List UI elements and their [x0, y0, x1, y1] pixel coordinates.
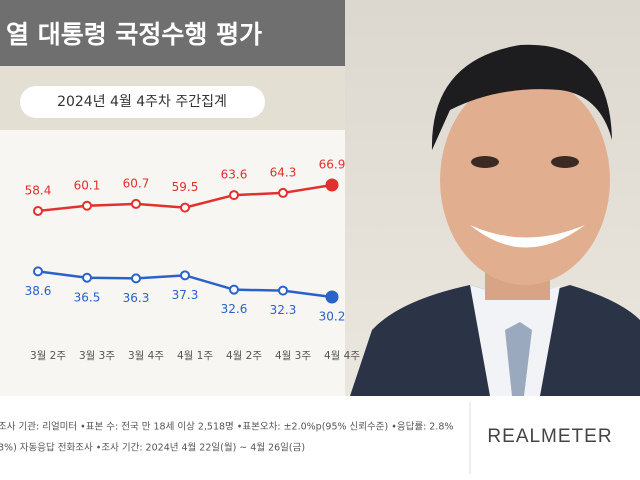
x-tick-label: 3월 2주 [30, 350, 66, 362]
value-label: 66.9 [319, 158, 346, 172]
point [131, 273, 141, 284]
point [33, 266, 43, 277]
value-label: 37.3 [172, 288, 199, 302]
point [131, 198, 141, 209]
footnote: 3%) 자동응답 전화조사 •조사 기간: 2024년 4월 22일(월) ~ … [0, 442, 305, 454]
point [33, 205, 43, 216]
chart-subtitle: 2024년 4월 4주차 주간집계 [57, 94, 227, 110]
value-label: 36.3 [123, 291, 150, 305]
value-label: 36.5 [74, 290, 101, 304]
value-label: 32.6 [221, 302, 248, 316]
point [278, 285, 288, 296]
x-tick-label: 4월 1주 [177, 350, 213, 362]
point [325, 290, 339, 304]
value-label: 38.6 [25, 284, 52, 298]
photo [345, 0, 640, 396]
value-label: 63.6 [221, 168, 248, 182]
point [180, 202, 190, 213]
x-tick-label: 3월 4주 [128, 350, 164, 362]
value-label: 60.7 [123, 176, 150, 190]
value-label: 58.4 [25, 183, 52, 197]
point [229, 190, 239, 201]
value-label: 59.5 [172, 180, 199, 194]
x-tick-label: 3월 3주 [79, 350, 115, 362]
x-tick-label: 4월 3주 [275, 350, 311, 362]
footer [0, 396, 640, 480]
subtitle-pill [20, 86, 265, 118]
value-label: 60.1 [74, 178, 101, 192]
point [229, 284, 239, 295]
logo: REALMETER [487, 426, 612, 447]
point [325, 178, 339, 192]
value-label: 30.2 [319, 310, 346, 324]
value-label: 64.3 [270, 165, 297, 179]
point [82, 272, 92, 283]
x-tick-label: 4월 4주 [324, 350, 360, 362]
chart-title: 열 대통령 국정수행 평가 [6, 20, 262, 49]
x-tick-label: 4월 2주 [226, 350, 262, 362]
value-label: 32.3 [270, 303, 297, 317]
plot-area [0, 130, 385, 398]
point [180, 270, 190, 281]
point [278, 187, 288, 198]
point [82, 200, 92, 211]
footnote: 조사 기관: 리얼미터 •표본 수: 전국 만 18세 이상 2,518명 •표… [0, 421, 453, 433]
